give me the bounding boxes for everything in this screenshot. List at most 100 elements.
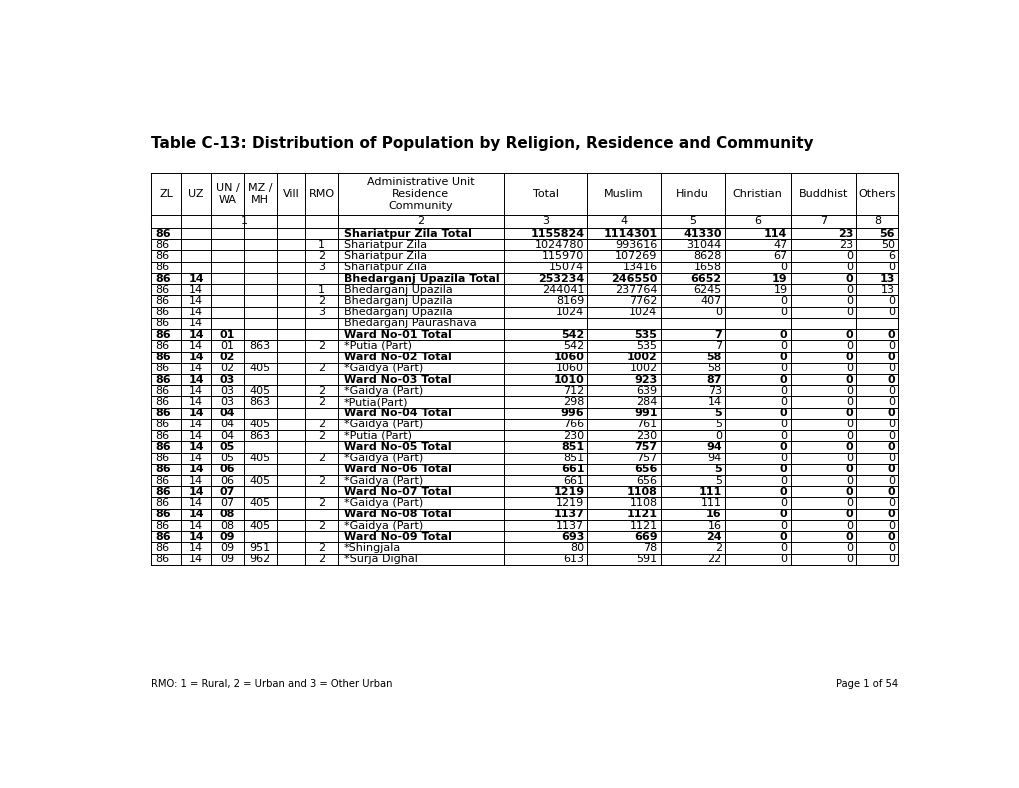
Text: 298: 298 — [562, 397, 584, 407]
Text: 6652: 6652 — [690, 273, 721, 284]
Text: 86: 86 — [155, 329, 170, 340]
Text: 851: 851 — [560, 442, 584, 452]
Text: 7: 7 — [714, 341, 721, 351]
Text: 86: 86 — [155, 487, 170, 497]
Text: Ward No-08 Total: Ward No-08 Total — [343, 509, 450, 519]
Text: 14: 14 — [189, 284, 203, 295]
Text: 0: 0 — [888, 543, 895, 553]
Text: 0: 0 — [780, 352, 787, 362]
Text: 19: 19 — [771, 273, 787, 284]
Text: 2: 2 — [318, 419, 325, 429]
Text: 2: 2 — [318, 296, 325, 306]
Text: 0: 0 — [780, 442, 787, 452]
Text: 1010: 1010 — [553, 374, 584, 385]
Text: 86: 86 — [155, 307, 169, 318]
Text: 8628: 8628 — [693, 251, 721, 261]
Text: 2: 2 — [318, 386, 325, 396]
Text: 0: 0 — [887, 408, 895, 418]
Text: 86: 86 — [155, 532, 170, 541]
Text: 244041: 244041 — [541, 284, 584, 295]
Text: RMO: RMO — [308, 189, 334, 199]
Text: 0: 0 — [846, 543, 853, 553]
Text: 7: 7 — [713, 329, 721, 340]
Text: 1002: 1002 — [629, 363, 657, 374]
Text: 1024: 1024 — [629, 307, 657, 318]
Text: 1658: 1658 — [693, 262, 721, 273]
Text: 5: 5 — [714, 419, 721, 429]
Text: Vill: Vill — [282, 189, 299, 199]
Text: 2: 2 — [318, 554, 325, 564]
Text: 1: 1 — [318, 284, 325, 295]
Text: Shariatpur Zila Total: Shariatpur Zila Total — [343, 229, 471, 239]
Text: 14: 14 — [189, 397, 203, 407]
Text: 1024: 1024 — [555, 307, 584, 318]
Text: 542: 542 — [562, 341, 584, 351]
Text: Bhedarganj Upazila Total: Bhedarganj Upazila Total — [343, 273, 498, 284]
Text: 14: 14 — [189, 464, 204, 474]
Text: Bhedarganj Upazila: Bhedarganj Upazila — [343, 296, 451, 306]
Text: Bhedarganj Upazila: Bhedarganj Upazila — [343, 307, 451, 318]
Text: 0: 0 — [845, 329, 853, 340]
Text: *Surja Dighal: *Surja Dighal — [343, 554, 417, 564]
Text: 0: 0 — [845, 273, 853, 284]
Text: 0: 0 — [780, 554, 787, 564]
Text: 405: 405 — [250, 363, 271, 374]
Text: 0: 0 — [887, 329, 895, 340]
Text: 06: 06 — [220, 476, 234, 485]
Text: 14: 14 — [189, 476, 203, 485]
Text: Shariatpur Zila: Shariatpur Zila — [343, 240, 426, 250]
Text: 2: 2 — [318, 251, 325, 261]
Text: 230: 230 — [562, 431, 584, 440]
Text: 1: 1 — [318, 240, 325, 250]
Text: 0: 0 — [888, 554, 895, 564]
Text: 86: 86 — [155, 251, 169, 261]
Text: 5: 5 — [714, 476, 721, 485]
Text: 13: 13 — [880, 284, 895, 295]
Text: 2: 2 — [318, 363, 325, 374]
Text: 405: 405 — [250, 498, 271, 508]
Text: 535: 535 — [634, 329, 657, 340]
Text: 58: 58 — [706, 352, 721, 362]
Text: 01: 01 — [220, 341, 234, 351]
Text: 0: 0 — [846, 521, 853, 530]
Text: 05: 05 — [219, 442, 234, 452]
Text: 5: 5 — [689, 217, 696, 226]
Text: Ward No-05 Total: Ward No-05 Total — [343, 442, 450, 452]
Text: Ward No-09 Total: Ward No-09 Total — [343, 532, 451, 541]
Text: 14: 14 — [189, 318, 203, 329]
Text: 86: 86 — [155, 464, 170, 474]
Text: 246550: 246550 — [610, 273, 657, 284]
Text: *Gaidya (Part): *Gaidya (Part) — [343, 476, 422, 485]
Text: 0: 0 — [888, 476, 895, 485]
Text: 23: 23 — [837, 229, 853, 239]
Text: 0: 0 — [780, 464, 787, 474]
Text: 0: 0 — [780, 419, 787, 429]
Text: 405: 405 — [250, 521, 271, 530]
Text: 0: 0 — [780, 307, 787, 318]
Text: 0: 0 — [846, 251, 853, 261]
Text: 14: 14 — [189, 296, 203, 306]
Text: 94: 94 — [707, 453, 721, 463]
Text: 405: 405 — [250, 386, 271, 396]
Text: 14: 14 — [189, 532, 204, 541]
Text: 0: 0 — [887, 532, 895, 541]
Text: 405: 405 — [250, 476, 271, 485]
Text: 06: 06 — [219, 464, 235, 474]
Text: 50: 50 — [880, 240, 895, 250]
Text: 15074: 15074 — [548, 262, 584, 273]
Text: 86: 86 — [155, 296, 169, 306]
Text: 757: 757 — [634, 442, 657, 452]
Text: 0: 0 — [780, 386, 787, 396]
Text: 993616: 993616 — [614, 240, 657, 250]
Text: 24: 24 — [705, 532, 721, 541]
Text: 14: 14 — [189, 509, 204, 519]
Text: 0: 0 — [888, 262, 895, 273]
Text: 73: 73 — [707, 386, 721, 396]
Text: Buddhist: Buddhist — [798, 189, 848, 199]
Text: 0: 0 — [887, 352, 895, 362]
Text: 1137: 1137 — [553, 509, 584, 519]
Text: 5: 5 — [713, 464, 721, 474]
Text: 0: 0 — [846, 431, 853, 440]
Text: UN /
WA: UN / WA — [215, 184, 239, 205]
Text: 2: 2 — [318, 341, 325, 351]
